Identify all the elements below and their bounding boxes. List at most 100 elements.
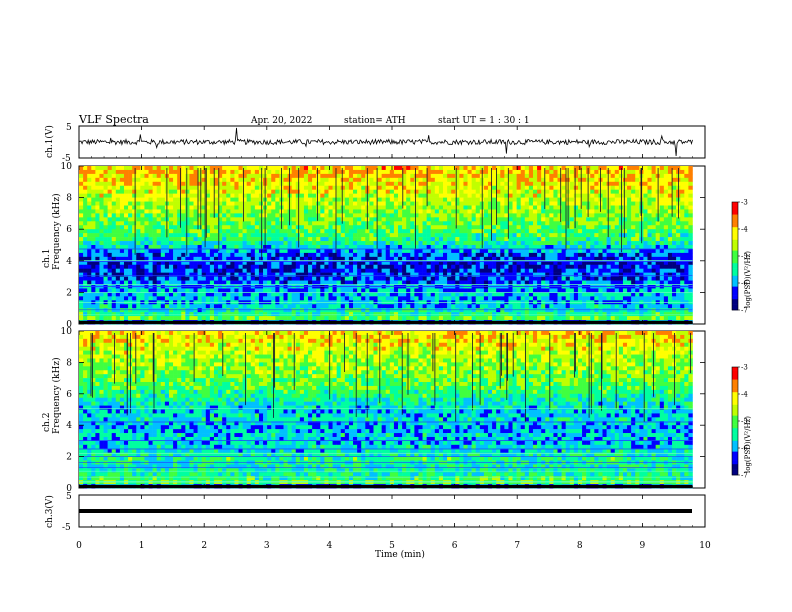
ch1-spec-cell (610, 217, 616, 222)
ch1-spec-cell (299, 217, 305, 222)
ch1-spec-cell (487, 166, 493, 171)
ch1-spec-cell (312, 225, 317, 230)
ch1-spec-cell (537, 272, 542, 277)
ch1-spec-cell (275, 241, 280, 246)
ch1-spec-cell (136, 197, 141, 202)
ch1-spec-cell (463, 213, 468, 218)
ch1-spec-cell (430, 166, 436, 171)
ch1-spec-cell (348, 185, 354, 190)
ch1-spec-cell (250, 288, 256, 293)
ch1-spec-cell (512, 209, 517, 214)
ch1-spec-cell (87, 237, 92, 242)
ch1-spec-cell (573, 229, 579, 234)
ch1-spec-cell (492, 248, 497, 254)
ch1-spec-cell (684, 201, 689, 206)
ch1-spec-cell (123, 260, 129, 266)
ch1-spec-cell (577, 193, 583, 198)
ch1-spec-cell (377, 181, 382, 187)
ch1-spec-cell (389, 209, 395, 214)
ch1-spec-cell (614, 276, 620, 281)
ch1-spec-cell (242, 256, 247, 262)
ch1-spec-cell (430, 217, 436, 222)
ch1-spec-cell (275, 229, 280, 234)
ch1-spec-cell (283, 197, 288, 202)
ch1-spec-cell (426, 201, 432, 206)
ch1-spec-cell (295, 169, 301, 175)
ch1-spec-cell (614, 221, 620, 226)
ch1-spec-cell (553, 173, 558, 179)
ch1-spec-cell (569, 288, 575, 293)
ch1-spec-cell (504, 201, 509, 206)
ch1-spec-cell (340, 252, 346, 258)
ch1-spec-cell (230, 280, 235, 285)
ch1-spec-cell (438, 177, 444, 183)
ch1-spec-cell (218, 296, 223, 301)
ch1-spec-cell (250, 241, 256, 246)
ch1-spec-cell (336, 288, 342, 293)
ch1-spec-cell (271, 241, 276, 246)
ch1-spec-cell (459, 217, 464, 222)
ch1-spec-cell (91, 233, 96, 238)
ch1-spec-cell (553, 248, 558, 254)
ch1-spec-cell (91, 221, 96, 226)
ch1-spec-cell (328, 213, 333, 218)
ch1-spec-cell (246, 221, 252, 226)
ch1-spec-cell (173, 280, 178, 285)
ch1-spec-cell (414, 260, 419, 266)
ch1-spec-cell (148, 209, 153, 214)
ch1-spec-cell (471, 272, 477, 277)
ch1-spec-cell (672, 292, 677, 297)
ch1-spec-cell (258, 229, 264, 234)
ch1-spec-cell (545, 205, 550, 210)
ch1-spec-cell (283, 264, 288, 269)
ch1-spec-cell (680, 233, 685, 238)
ch1-spec-cell (377, 248, 382, 254)
ch1-spec-cell (242, 177, 247, 183)
ch1-spec-cell (594, 193, 599, 198)
ch1-spec-cell (365, 264, 370, 269)
ch1-spec-cell (111, 237, 117, 242)
ch1-spec-cell (279, 292, 284, 297)
ch1-spec-cell (438, 292, 444, 297)
ch1-spec-cell (410, 193, 415, 198)
ch1-spec-cell (213, 248, 219, 254)
ch1-spec-cell (156, 225, 162, 230)
ch1-spec-cell (136, 280, 141, 285)
ch1-spec-cell (496, 197, 501, 202)
ch1-spec-cell (222, 233, 227, 238)
ch1-spec-cell (483, 217, 489, 222)
ch1-spec-cell (91, 169, 96, 175)
ch1-spec-cell (271, 221, 276, 226)
ch1-spec-cell (361, 248, 366, 254)
ch1-spec-cell (398, 181, 403, 187)
ch1-spec-cell (173, 217, 178, 222)
ch1-spec-cell (99, 173, 104, 179)
ch1-spec-cell (328, 185, 333, 190)
ch1-spec-cell (602, 221, 607, 226)
ch1-spec-cell (95, 237, 100, 242)
ch1-spec-cell (459, 288, 464, 293)
ch1-spec-cell (553, 166, 558, 171)
ch1-spec-cell (299, 272, 305, 277)
ch1-spec-cell (258, 169, 264, 175)
ch1-spec-cell (361, 237, 366, 242)
ch1-spec-cell (332, 193, 337, 198)
ch1-spec-cell (160, 217, 166, 222)
ch1-spec-cell (459, 260, 464, 266)
ch1-spec-cell (193, 217, 198, 222)
ch1-spec-cell (320, 292, 325, 297)
ch1-spec-cell (107, 237, 113, 242)
ch1-spec-cell (492, 241, 497, 246)
ch1-spec-cell (553, 276, 558, 281)
ch1-spec-cell (532, 166, 538, 171)
ch1-spec-cell (271, 229, 276, 234)
ch1-spec-cell (577, 260, 583, 266)
ch1-spec-cell (414, 185, 419, 190)
ch1-spec-cell (344, 292, 350, 297)
ch1-spec-cell (487, 229, 493, 234)
ch1-spec-cell (189, 181, 194, 187)
ch1-spec-cell (312, 241, 317, 246)
ch1-spec-cell (389, 197, 395, 202)
ch1-spec-cell (222, 276, 227, 281)
ch1-spec-cell (467, 272, 472, 277)
